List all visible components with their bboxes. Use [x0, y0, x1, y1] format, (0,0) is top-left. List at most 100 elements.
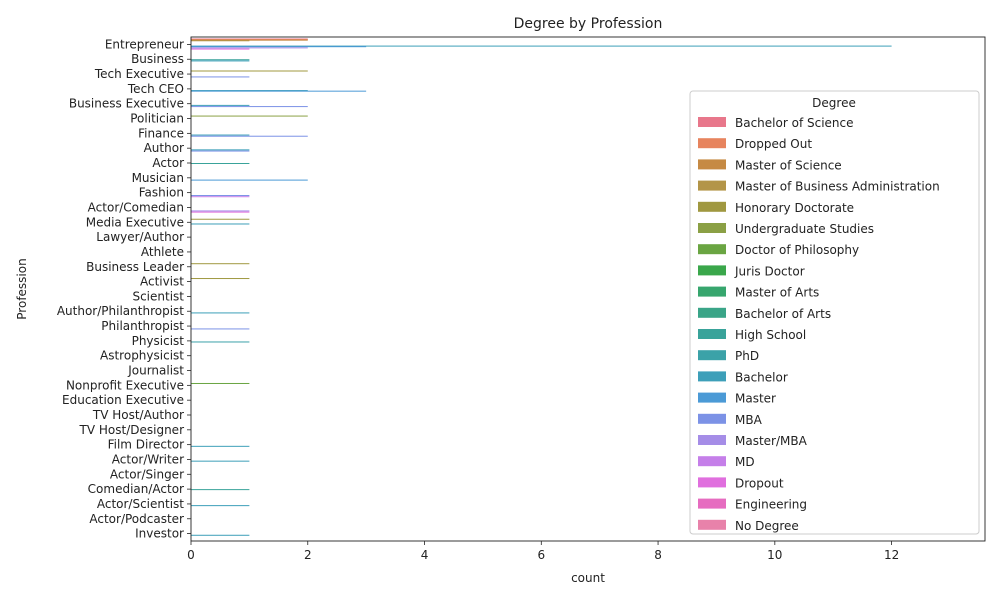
bar-comedian-actor-high-school	[191, 489, 250, 491]
legend-label-no-degree: No Degree	[735, 519, 799, 533]
legend-label-phd: PhD	[735, 349, 759, 363]
legend-swatch-md	[698, 456, 726, 467]
legend-swatch-mba	[698, 413, 726, 424]
bar-entrepreneur-master-of-business-administration	[191, 40, 250, 42]
legend-label-doctor-of-philosophy: Doctor of Philosophy	[735, 243, 859, 257]
legend-swatch-undergraduate-studies	[698, 223, 726, 233]
x-tick-label: 6	[537, 548, 545, 562]
bar-business-leader-honorary-doctorate	[191, 263, 250, 265]
legend-label-master-of-science: Master of Science	[735, 158, 842, 172]
legend-label-engineering: Engineering	[735, 498, 807, 512]
bar-entrepreneur-master	[191, 46, 367, 48]
y-tick-label: Actor/Writer	[112, 452, 184, 466]
y-tick-label: Philanthropist	[101, 319, 184, 333]
bar-activist-honorary-doctorate	[191, 278, 250, 280]
y-tick-label: Nonprofit Executive	[66, 378, 184, 392]
bar-tech-executive-mba	[191, 76, 250, 78]
legend-label-master-mba: Master/MBA	[735, 434, 808, 448]
y-tick-label: Politician	[130, 112, 184, 126]
legend-swatch-no-degree	[698, 519, 726, 530]
bar-tech-ceo-bachelor	[191, 90, 308, 92]
bar-investor-bachelor	[191, 534, 250, 536]
y-tick-label: Business Leader	[86, 260, 184, 274]
legend-swatch-honorary-doctorate	[698, 201, 726, 212]
bar-entrepreneur-master-of-science	[191, 39, 308, 41]
bar-business-bachelor	[191, 60, 250, 62]
legend-items: Bachelor of Science Dropped Out Master of …	[698, 116, 940, 533]
bar-media-executive-bachelor	[191, 223, 250, 225]
y-tick-label: Film Director	[108, 438, 184, 452]
x-tick-label: 10	[767, 548, 782, 562]
y-tick-label: Actor/Scientist	[97, 497, 184, 511]
legend-label-high-school: High School	[735, 328, 806, 342]
legend: Degree Bachelor of Science Dropped Out Mas…	[689, 90, 980, 535]
bar-actor-comedian-master-mba	[191, 210, 250, 212]
legend-label-undergraduate-studies: Undergraduate Studies	[735, 222, 874, 236]
y-tick-label: Media Executive	[86, 215, 184, 229]
x-axis-label: count	[571, 571, 605, 585]
legend-box	[689, 90, 980, 535]
bar-fashion-mba	[191, 195, 250, 197]
y-tick-label: Athlete	[141, 245, 184, 259]
legend-swatch-juris-doctor	[698, 265, 726, 276]
legend-swatch-master-of-business-administration	[698, 180, 726, 191]
legend-label-bachelor-of-arts: Bachelor of Arts	[735, 307, 831, 321]
y-tick-label: Author	[144, 141, 184, 155]
bar-business-executive-bachelor	[191, 104, 250, 106]
legend-label-bachelor-of-science: Bachelor of Science	[735, 116, 854, 130]
bar-tech-executive-honorary-doctorate	[191, 70, 308, 72]
legend-swatch-bachelor	[698, 371, 726, 382]
legend-swatch-master-of-arts	[698, 286, 726, 297]
y-tick-label: TV Host/Author	[92, 408, 184, 422]
legend-label-master: Master	[735, 392, 776, 406]
legend-swatch-master-of-science	[698, 159, 726, 170]
bar-film-director-bachelor	[191, 445, 250, 447]
y-tick-label: TV Host/Designer	[79, 423, 185, 437]
legend-title: Degree	[812, 96, 856, 110]
y-axis-label: Profession	[15, 258, 29, 319]
legend-label-honorary-doctorate: Honorary Doctorate	[735, 201, 854, 215]
legend-swatch-engineering	[698, 498, 726, 509]
y-tick-label: Investor	[135, 527, 184, 541]
bar-media-executive-honorary-doctorate	[191, 218, 250, 220]
bar-actor-high-school	[191, 163, 250, 164]
legend-swatch-dropped-out	[698, 138, 726, 149]
legend-label-master-of-arts: Master of Arts	[735, 286, 819, 300]
y-tick-label: Activist	[140, 275, 184, 289]
legend-label-bachelor: Bachelor	[735, 370, 788, 384]
x-tick-label: 4	[421, 548, 429, 562]
y-tick-label: Actor/Podcaster	[89, 512, 184, 526]
legend-label-dropout: Dropout	[735, 476, 784, 490]
y-tick-label: Scientist	[132, 289, 184, 303]
bar-entrepreneur-dropout	[191, 48, 250, 50]
bar-finance-mba	[191, 135, 308, 137]
y-tick-label: Journalist	[127, 364, 184, 378]
y-tick-label: Entrepreneur	[105, 37, 184, 51]
legend-swatch-dropout	[698, 477, 726, 488]
y-tick-label: Business	[131, 52, 184, 66]
bar-business-high-school	[191, 59, 250, 61]
bar-entrepreneur-master-mba	[191, 47, 308, 49]
bar-actor-scientist-bachelor	[191, 505, 250, 507]
bar-musician-master	[191, 179, 308, 181]
legend-swatch-master-mba	[698, 435, 726, 445]
x-tick-label: 12	[884, 548, 899, 562]
y-tick-label: Business Executive	[69, 97, 184, 111]
bar-author-bachelor	[191, 149, 250, 151]
y-tick-label: Tech CEO	[127, 82, 184, 96]
legend-label-juris-doctor: Juris Doctor	[734, 264, 805, 278]
y-tick-label: Physicist	[132, 334, 185, 348]
bar-author-philanthropist-bachelor	[191, 312, 250, 314]
bar-nonprofit-executive-doctor-of-philosophy	[191, 382, 250, 384]
y-tick-label: Lawyer/Author	[96, 230, 184, 244]
legend-label-mba: MBA	[735, 413, 763, 427]
legend-swatch-doctor-of-philosophy	[698, 244, 726, 255]
y-tick-label: Comedian/Actor	[88, 482, 184, 496]
plot-frame	[190, 36, 986, 542]
bar-entrepreneur-bachelor-of-science	[191, 38, 308, 40]
bar-author-mba	[191, 150, 250, 152]
y-tick-label: Finance	[138, 126, 184, 140]
legend-swatch-master	[698, 392, 726, 403]
bar-physicist-phd	[191, 341, 250, 343]
